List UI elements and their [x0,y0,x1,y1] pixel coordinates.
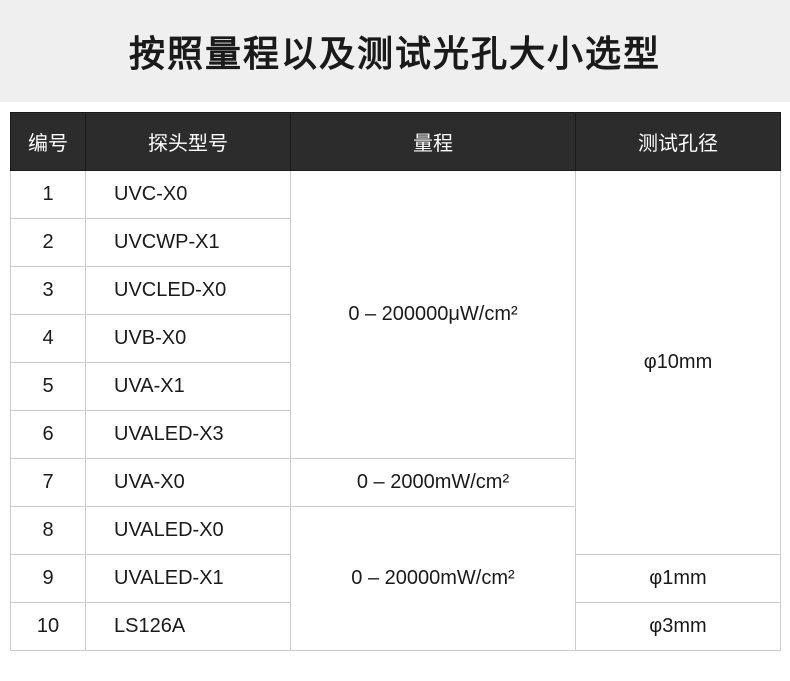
cell-model: UVALED-X0 [86,507,291,555]
selection-table: 编号 探头型号 量程 测试孔径 1 UVC-X0 0 – 200000μW/cm… [10,112,781,651]
table-row: 1 UVC-X0 0 – 200000μW/cm² φ10mm [11,171,781,219]
cell-model: UVALED-X1 [86,555,291,603]
cell-num: 4 [11,315,86,363]
title-bar: 按照量程以及测试光孔大小选型 [0,0,790,102]
cell-num: 7 [11,459,86,507]
cell-aperture: φ3mm [576,603,781,651]
header-model: 探头型号 [86,113,291,171]
cell-model: LS126A [86,603,291,651]
cell-aperture: φ10mm [576,171,781,555]
cell-num: 5 [11,363,86,411]
cell-model: UVCWP-X1 [86,219,291,267]
cell-num: 10 [11,603,86,651]
table-header-row: 编号 探头型号 量程 测试孔径 [11,113,781,171]
cell-range: 0 – 200000μW/cm² [291,171,576,459]
header-num: 编号 [11,113,86,171]
cell-num: 2 [11,219,86,267]
table-container: 编号 探头型号 量程 测试孔径 1 UVC-X0 0 – 200000μW/cm… [0,102,790,681]
cell-num: 6 [11,411,86,459]
cell-num: 1 [11,171,86,219]
cell-aperture: φ1mm [576,555,781,603]
cell-model: UVB-X0 [86,315,291,363]
cell-model: UVC-X0 [86,171,291,219]
cell-num: 8 [11,507,86,555]
header-range: 量程 [291,113,576,171]
header-aperture: 测试孔径 [576,113,781,171]
page-title: 按照量程以及测试光孔大小选型 [10,25,780,77]
cell-model: UVA-X1 [86,363,291,411]
cell-model: UVCLED-X0 [86,267,291,315]
cell-num: 3 [11,267,86,315]
cell-model: UVALED-X3 [86,411,291,459]
cell-range: 0 – 20000mW/cm² [291,507,576,651]
cell-num: 9 [11,555,86,603]
cell-model: UVA-X0 [86,459,291,507]
cell-range: 0 – 2000mW/cm² [291,459,576,507]
